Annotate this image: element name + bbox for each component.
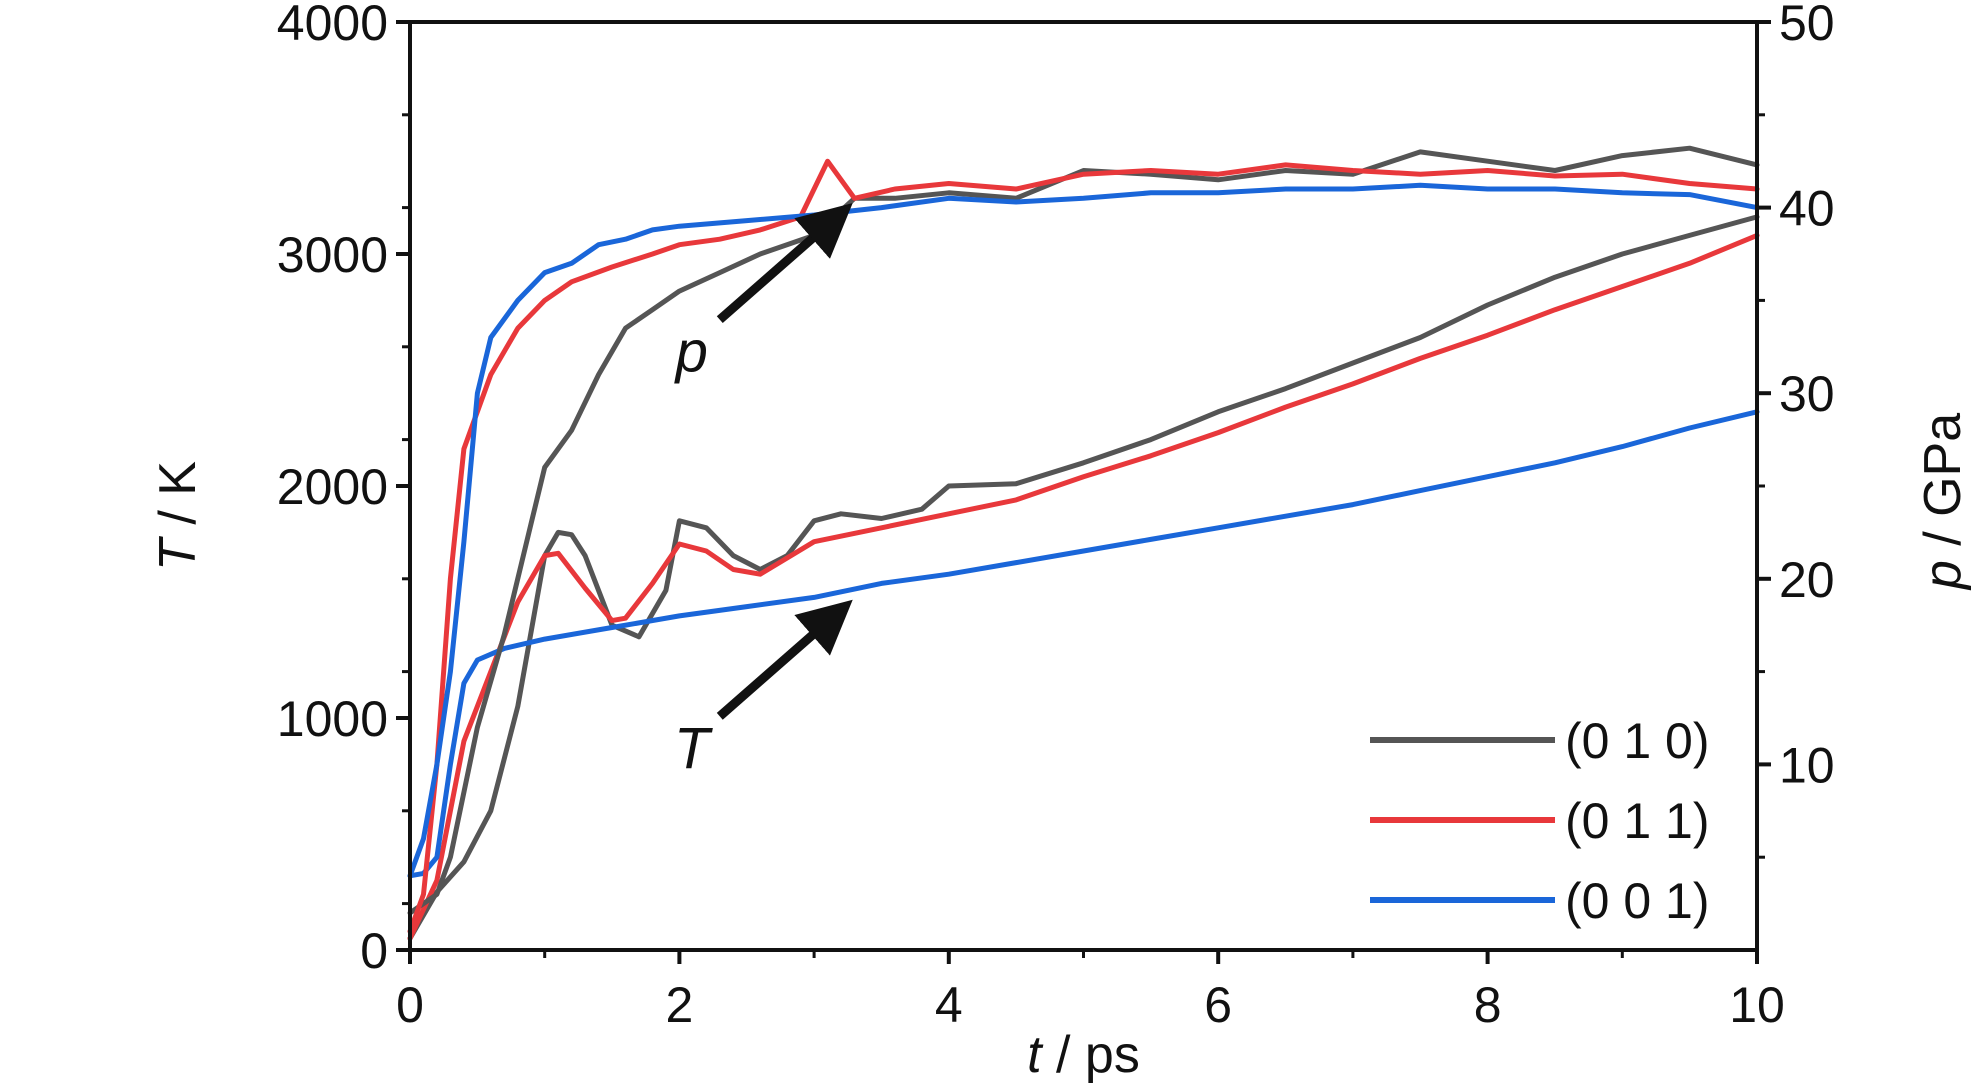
- annotation-label-T: T: [674, 716, 713, 781]
- y-right-tick-label: 40: [1779, 181, 1835, 237]
- x-tick-label: 8: [1474, 977, 1502, 1033]
- x-tick-label: 0: [396, 977, 424, 1033]
- legend-label: (0 1 0): [1565, 713, 1710, 769]
- series-line-p-011: [407, 158, 1760, 934]
- y-left-tick-label: 3000: [277, 227, 388, 283]
- x-tick-label: 4: [935, 977, 963, 1033]
- x-tick-label: 2: [665, 977, 693, 1033]
- annotation-arrow-T: [716, 599, 853, 720]
- y-right-tick-label: 30: [1779, 366, 1835, 422]
- series-line-T-011: [407, 232, 1760, 941]
- y-axis-left-title: T / K: [149, 461, 207, 571]
- annotation-label-p: p: [674, 320, 708, 385]
- series-line-T-001: [407, 409, 1760, 879]
- annotations: pT: [674, 202, 853, 781]
- y-left-tick-label: 2000: [277, 459, 388, 515]
- y-right-tick-label: 10: [1779, 737, 1835, 793]
- legend-label: (0 1 1): [1565, 793, 1710, 849]
- ticks-layer: 0 2 4 6 8 10 0 1000 2000 3000 4000 10 20 30 40 50: [277, 0, 1835, 1033]
- series-line-p-001: [407, 182, 1760, 879]
- legend: (0 1 0) (0 1 1) (0 0 1): [1370, 713, 1710, 929]
- series-line-T-010: [407, 214, 1760, 941]
- legend-label: (0 0 1): [1565, 873, 1710, 929]
- y-left-tick-label: 0: [360, 923, 388, 979]
- series-line-p-010: [407, 145, 1760, 916]
- y-left-tick-label: 4000: [277, 0, 388, 51]
- series-layer: [407, 145, 1760, 941]
- y-axis-right-title: p / GPa: [1914, 413, 1972, 591]
- x-tick-label: 6: [1204, 977, 1232, 1033]
- y-right-tick-label: 20: [1779, 552, 1835, 608]
- y-left-tick-label: 1000: [277, 691, 388, 747]
- y-right-tick-label: 50: [1779, 0, 1835, 51]
- x-axis-title: t / ps: [1027, 1026, 1140, 1084]
- x-tick-label: 10: [1729, 977, 1785, 1033]
- plot-frame: [408, 20, 1759, 952]
- annotation-arrow-p: [716, 202, 853, 323]
